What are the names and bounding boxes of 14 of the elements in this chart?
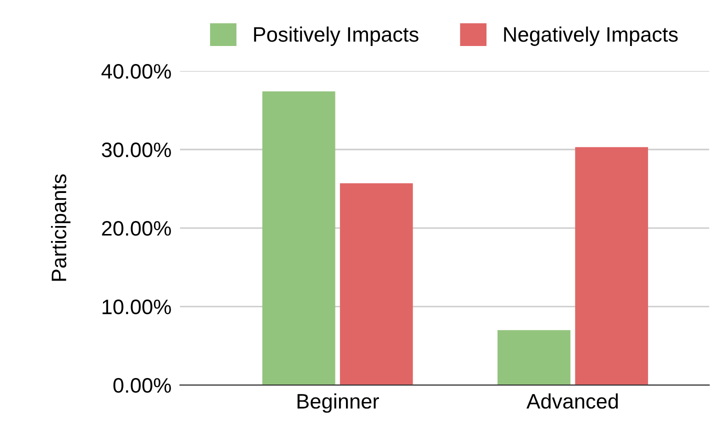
x-tick-label: Advanced (526, 393, 618, 409)
bar (575, 147, 648, 386)
y-tick-label: 40.00% (101, 64, 171, 79)
legend-label: Negatively Impacts (504, 26, 678, 46)
y-tick-label: 10.00% (102, 300, 171, 314)
y-tick-label: 30.00% (102, 142, 171, 158)
bar (498, 330, 570, 386)
bar (262, 91, 336, 386)
y-axis-title: Participants (51, 174, 70, 281)
x-tick-label: Beginner (298, 393, 379, 413)
legend-label: Positively Impacts (254, 26, 418, 46)
y-tick-label: 0.00% (113, 378, 171, 393)
y-tick-label: 20.00% (102, 221, 171, 236)
bar (340, 183, 413, 386)
